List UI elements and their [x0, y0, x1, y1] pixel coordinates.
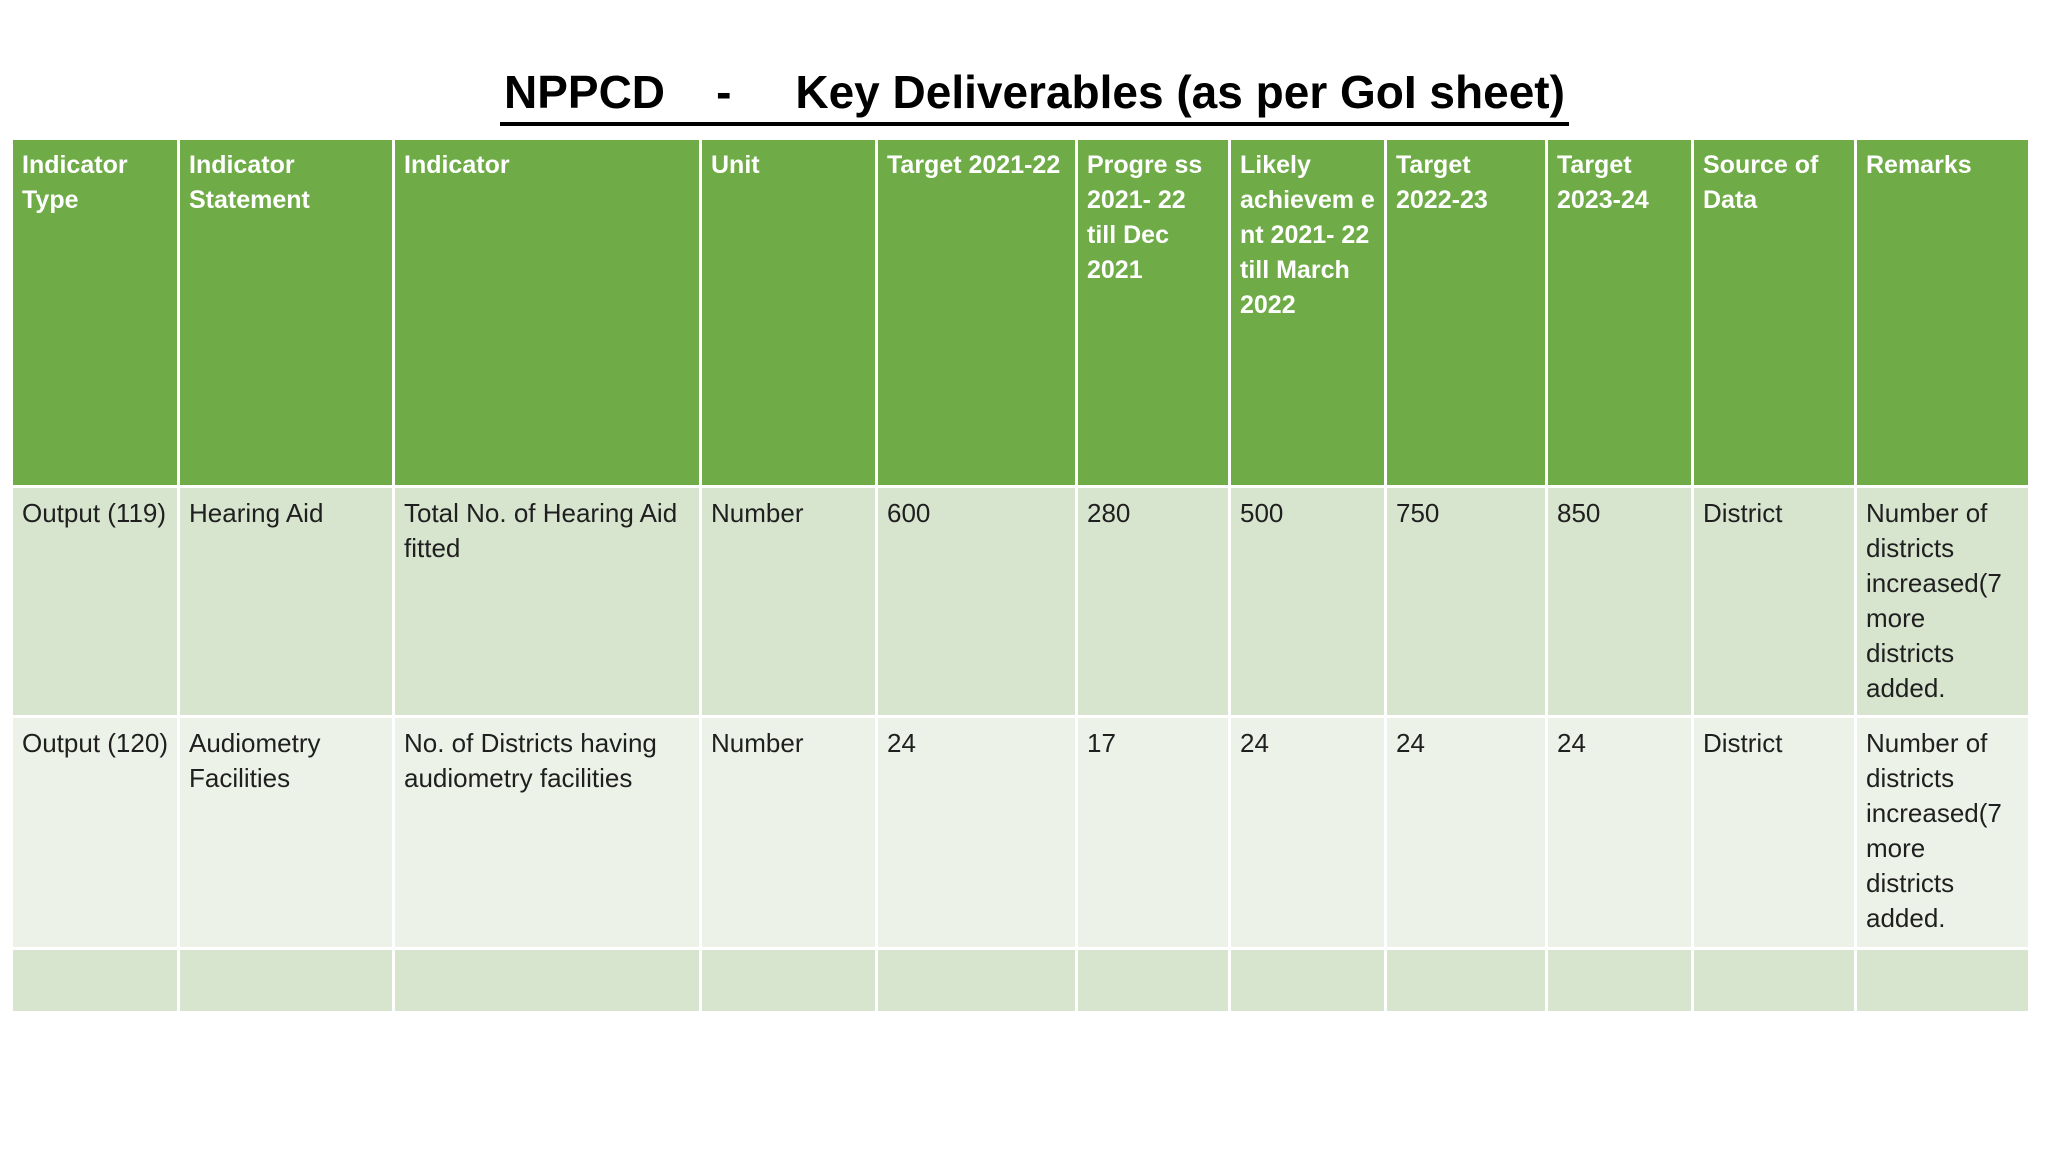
cell-progress: 280 — [1075, 485, 1231, 718]
cell-empty — [177, 946, 395, 1014]
header-target-2022-23: Target 2022-23 — [1384, 137, 1548, 488]
header-progress-till-dec-2021: Progre ss 2021- 22 till Dec 2021 — [1075, 137, 1231, 488]
cell-target-2021-22: 600 — [875, 485, 1078, 718]
cell-indicator-type: Output (119) — [10, 485, 180, 718]
cell-indicator: No. of Districts having audiometry facil… — [392, 714, 702, 950]
header-row: Indicator Type Indicator Statement Indic… — [10, 137, 2031, 488]
cell-likely-achievement: 24 — [1228, 714, 1387, 950]
cell-remarks: Number of districts increased(7 more dis… — [1854, 485, 2031, 718]
cell-empty — [10, 946, 180, 1014]
page-title: NPPCD - Key Deliverables (as per GoI she… — [500, 68, 1569, 127]
header-indicator-statement: Indicator Statement — [177, 137, 395, 488]
cell-indicator-statement: Audiometry Facilities — [177, 714, 395, 950]
table-row-output-119: Output (119) Hearing Aid Total No. of He… — [10, 485, 2031, 718]
cell-empty — [1075, 946, 1231, 1014]
cell-target-2022-23: 750 — [1384, 485, 1548, 718]
header-target-2023-24: Target 2023-24 — [1545, 137, 1694, 488]
cell-empty — [1228, 946, 1387, 1014]
cell-empty — [699, 946, 878, 1014]
cell-empty — [1384, 946, 1548, 1014]
cell-target-2021-22: 24 — [875, 714, 1078, 950]
header-likely-achievement: Likely achievem e nt 2021- 22 till March… — [1228, 137, 1387, 488]
cell-target-2023-24: 24 — [1545, 714, 1694, 950]
cell-empty — [392, 946, 702, 1014]
cell-empty — [1691, 946, 1857, 1014]
table-row-empty — [10, 946, 2031, 1014]
cell-indicator-statement: Hearing Aid — [177, 485, 395, 718]
cell-empty — [1854, 946, 2031, 1014]
cell-empty — [1545, 946, 1694, 1014]
cell-unit: Number — [699, 714, 878, 950]
table-row-output-120: Output (120) Audiometry Facilities No. o… — [10, 714, 2031, 950]
cell-empty — [875, 946, 1078, 1014]
header-remarks: Remarks — [1854, 137, 2031, 488]
header-unit: Unit — [699, 137, 878, 488]
header-source-of-data: Source of Data — [1691, 137, 1857, 488]
cell-likely-achievement: 500 — [1228, 485, 1387, 718]
cell-indicator: Total No. of Hearing Aid fitted — [392, 485, 702, 718]
cell-unit: Number — [699, 485, 878, 718]
cell-remarks: Number of districts increased(7 more dis… — [1854, 714, 2031, 950]
deliverables-table: Indicator Type Indicator Statement Indic… — [10, 137, 2031, 1014]
cell-source-of-data: District — [1691, 714, 1857, 950]
cell-indicator-type: Output (120) — [10, 714, 180, 950]
header-indicator-type: Indicator Type — [10, 137, 180, 488]
header-target-2021-22: Target 2021-22 — [875, 137, 1078, 488]
cell-target-2023-24: 850 — [1545, 485, 1694, 718]
header-indicator: Indicator — [392, 137, 702, 488]
cell-progress: 17 — [1075, 714, 1231, 950]
cell-source-of-data: District — [1691, 485, 1857, 718]
cell-target-2022-23: 24 — [1384, 714, 1548, 950]
